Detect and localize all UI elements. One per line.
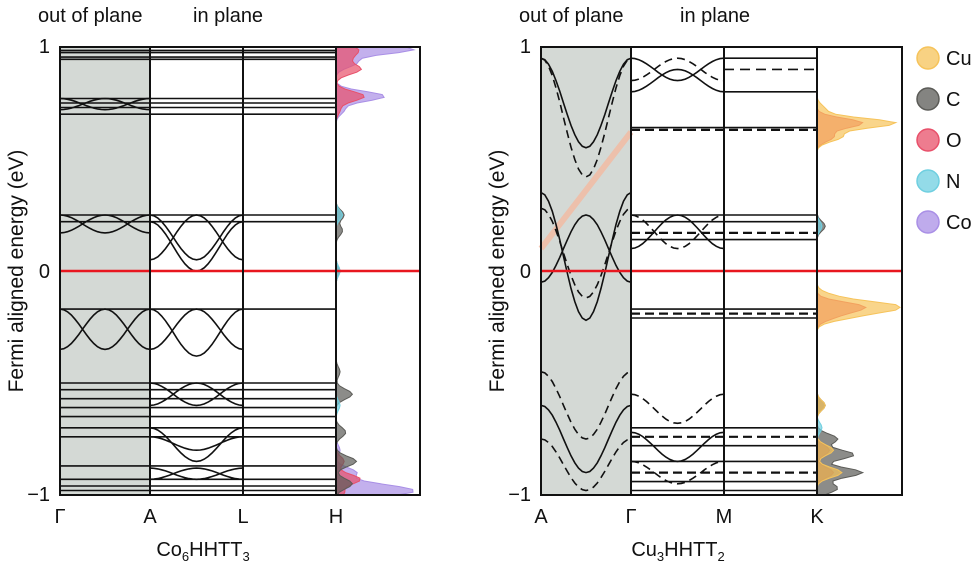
band-line — [630, 431, 725, 463]
y-tick-label: 0 — [39, 261, 50, 283]
region-label-out-of-plane: out of plane — [519, 5, 624, 27]
y-tick-label: 1 — [520, 36, 531, 58]
legend-swatch-n — [916, 169, 940, 193]
band-line — [149, 308, 244, 351]
plot-frame — [59, 46, 421, 496]
band-line — [149, 436, 244, 452]
kpoint-label: K — [810, 506, 824, 528]
kpoint-label: A — [534, 506, 548, 528]
region-label-in-plane: in plane — [680, 5, 750, 27]
y-tick-label: −1 — [508, 484, 531, 506]
band-line — [630, 214, 725, 250]
kpoint-label: Γ — [625, 506, 636, 528]
band-line — [149, 427, 244, 463]
kpoint-label: A — [143, 506, 157, 528]
band-line — [630, 57, 725, 82]
band-line — [149, 382, 244, 407]
y-tick-label: 1 — [39, 36, 50, 58]
plot-frame — [540, 46, 903, 496]
material-label: Co6HHTT3 — [156, 539, 249, 564]
band-line — [630, 214, 725, 250]
band-line — [59, 97, 151, 111]
band-line — [540, 371, 632, 440]
region-label-out-of-plane: out of plane — [38, 5, 143, 27]
y-tick-label: −1 — [27, 484, 50, 506]
band-line — [540, 191, 632, 322]
band-line — [540, 214, 632, 283]
kpoint-label: H — [329, 506, 343, 528]
band-line — [59, 308, 151, 351]
legend-swatch-co — [916, 210, 940, 234]
legend-label-n: N — [946, 171, 960, 193]
band-line — [149, 467, 244, 481]
band-line — [59, 214, 151, 234]
legend: Cu CON Co — [916, 46, 972, 234]
band-line — [540, 207, 632, 299]
band-line — [149, 220, 244, 272]
material-label: Cu3HHTT2 — [631, 539, 724, 564]
band-line — [59, 97, 151, 111]
y-tick-label: 0 — [520, 261, 531, 283]
panel-cu3hhtt2: out of plane in plane 1 0 −1 A Γ M K Fer… — [486, 5, 903, 564]
legend-label-o: O — [946, 130, 962, 152]
band-line — [149, 214, 244, 261]
band-line — [540, 438, 632, 492]
band-line — [540, 57, 632, 178]
panel-co6hhtt3: out of plane in plane 1 0 −1 Γ A L H Fer… — [5, 5, 421, 564]
band-line — [149, 308, 244, 357]
legend-label-cu: Cu — [946, 48, 972, 70]
legend-label-c: C — [946, 89, 960, 111]
band-line — [59, 308, 151, 351]
kpoint-label: Γ — [54, 506, 65, 528]
band-line — [59, 214, 151, 234]
band-line — [630, 460, 725, 485]
band-lines — [59, 49, 336, 492]
band-line — [630, 68, 725, 93]
band-line — [149, 467, 244, 481]
kpoint-label: L — [237, 506, 248, 528]
legend-label-co: Co — [946, 212, 972, 234]
band-line — [149, 214, 244, 261]
band-line — [630, 393, 725, 425]
legend-swatch-c — [916, 87, 940, 111]
band-line — [630, 57, 725, 82]
legend-swatch-cu — [916, 46, 940, 70]
region-label-in-plane: in plane — [193, 5, 263, 27]
legend-swatch-o — [916, 128, 940, 152]
kpoint-label: M — [716, 506, 733, 528]
y-axis-label: Fermi aligned energy (eV) — [5, 150, 28, 393]
band-line — [540, 404, 632, 474]
band-line — [540, 57, 632, 149]
y-axis-label: Fermi aligned energy (eV) — [486, 150, 509, 393]
band-line — [149, 382, 244, 407]
